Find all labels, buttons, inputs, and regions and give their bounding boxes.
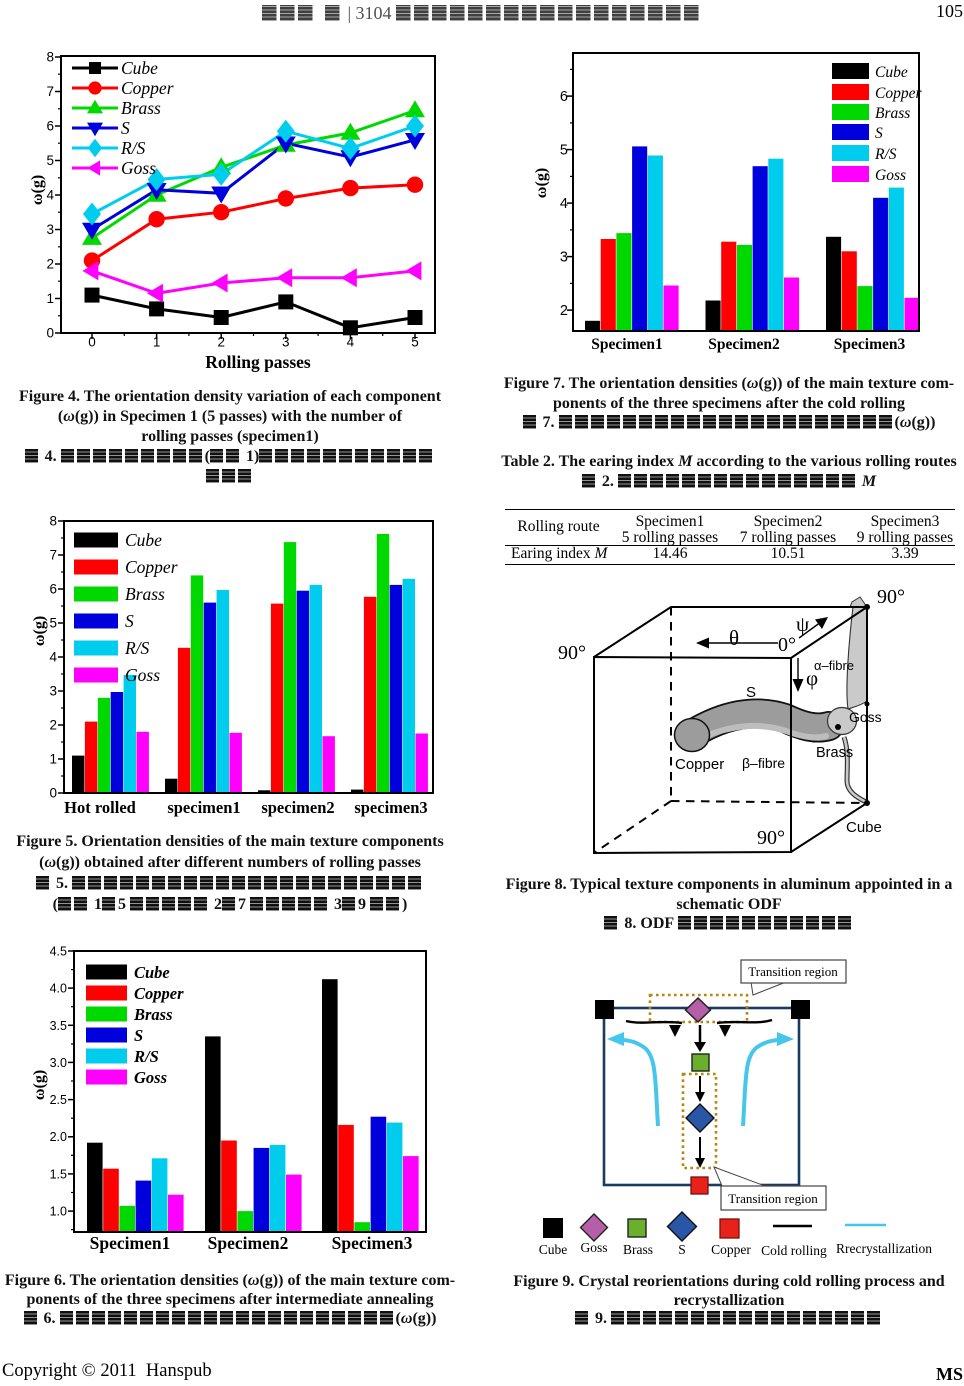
- svg-text:0: 0: [88, 335, 96, 350]
- svg-text:Brass: Brass: [623, 1242, 653, 1257]
- svg-text:S: S: [678, 1242, 686, 1257]
- svg-text:Rrecrystallization: Rrecrystallization: [836, 1241, 932, 1256]
- svg-text:1.5: 1.5: [50, 1167, 67, 1181]
- svg-text:Cube: Cube: [121, 58, 158, 78]
- svg-text:ω(g): ω(g): [31, 1070, 48, 1100]
- svg-text:4: 4: [49, 650, 57, 665]
- svg-text:0°: 0°: [778, 634, 796, 656]
- svg-text:Brass: Brass: [816, 745, 853, 761]
- svg-text:Copper: Copper: [711, 1242, 751, 1257]
- svg-text:5: 5: [560, 143, 568, 159]
- svg-text:Brass: Brass: [133, 1005, 173, 1024]
- svg-text:2.0: 2.0: [50, 1130, 67, 1144]
- svg-text:S: S: [121, 118, 130, 138]
- svg-text:R/S: R/S: [124, 638, 150, 658]
- svg-text:1: 1: [49, 752, 57, 767]
- svg-text:Cube: Cube: [134, 963, 170, 982]
- svg-text:2: 2: [560, 303, 568, 319]
- svg-text:1: 1: [153, 335, 161, 350]
- svg-text:2.5: 2.5: [50, 1093, 67, 1107]
- svg-text:4: 4: [347, 335, 355, 350]
- svg-text:Specimen3: Specimen3: [332, 1233, 413, 1253]
- svg-text:β–fibre: β–fibre: [742, 755, 785, 771]
- svg-text:6: 6: [49, 582, 57, 597]
- svg-text:Goss: Goss: [134, 1068, 167, 1087]
- svg-text:Transition region: Transition region: [728, 1191, 818, 1206]
- svg-text:specimen1: specimen1: [167, 798, 240, 817]
- svg-text:S: S: [134, 1026, 143, 1045]
- svg-text:4.0: 4.0: [50, 982, 67, 996]
- svg-text:Transition region: Transition region: [748, 964, 838, 979]
- svg-text:5: 5: [46, 153, 54, 168]
- svg-text:Copper: Copper: [125, 557, 178, 577]
- svg-text:4: 4: [46, 188, 54, 203]
- svg-text:Cold rolling: Cold rolling: [761, 1243, 827, 1258]
- svg-text:8: 8: [46, 50, 54, 65]
- svg-text:1: 1: [46, 291, 54, 306]
- svg-text:R/S: R/S: [120, 138, 146, 158]
- svg-text:α–fibre: α–fibre: [814, 658, 854, 673]
- svg-text:5: 5: [49, 616, 57, 631]
- svg-text:Specimen2: Specimen2: [208, 1233, 289, 1253]
- svg-text:Specimen3: Specimen3: [834, 336, 906, 353]
- svg-text:7: 7: [46, 84, 54, 99]
- svg-text:Cube: Cube: [125, 530, 162, 550]
- svg-text:specimen2: specimen2: [261, 798, 334, 817]
- svg-text:Goss: Goss: [875, 167, 906, 184]
- svg-text:4.5: 4.5: [50, 945, 67, 959]
- svg-text:Brass: Brass: [875, 105, 910, 122]
- svg-text:Cube: Cube: [875, 64, 908, 81]
- svg-text:R/S: R/S: [133, 1047, 159, 1066]
- svg-text:4: 4: [560, 196, 568, 212]
- svg-text:Copper: Copper: [875, 85, 922, 102]
- svg-text:Brass: Brass: [121, 98, 161, 118]
- svg-text:90°: 90°: [757, 827, 785, 849]
- svg-text:S: S: [875, 125, 883, 142]
- svg-text:90°: 90°: [558, 642, 586, 664]
- svg-text:Goss: Goss: [125, 665, 160, 685]
- svg-text:Goss: Goss: [121, 158, 156, 178]
- svg-text:S: S: [125, 611, 134, 631]
- svg-text:6: 6: [46, 119, 54, 134]
- svg-text:3: 3: [46, 222, 54, 237]
- svg-text:3.5: 3.5: [50, 1019, 67, 1033]
- svg-text:0: 0: [49, 786, 57, 801]
- svg-text:θ: θ: [729, 626, 739, 650]
- svg-text:ω(g): ω(g): [31, 616, 48, 646]
- svg-text:3.0: 3.0: [50, 1056, 67, 1070]
- svg-text:5: 5: [411, 335, 419, 350]
- svg-text:φ: φ: [806, 666, 818, 690]
- svg-text:7: 7: [49, 548, 57, 563]
- svg-text:Hot rolled: Hot rolled: [64, 798, 136, 817]
- svg-text:Brass: Brass: [125, 584, 165, 604]
- svg-text:Copper: Copper: [675, 756, 724, 773]
- svg-text:Rolling passes: Rolling passes: [205, 352, 311, 372]
- svg-text:Copper: Copper: [134, 984, 184, 1003]
- svg-text:Goss: Goss: [580, 1240, 607, 1255]
- svg-text:6: 6: [560, 89, 568, 105]
- svg-text:8: 8: [49, 514, 57, 529]
- svg-text:S: S: [746, 684, 756, 701]
- svg-text:Goss: Goss: [849, 709, 882, 725]
- svg-text:0: 0: [46, 326, 54, 341]
- svg-text:2: 2: [217, 335, 225, 350]
- svg-text:Specimen1: Specimen1: [90, 1233, 171, 1253]
- svg-text:3: 3: [49, 684, 57, 699]
- svg-text:R/S: R/S: [874, 146, 897, 163]
- svg-text:2: 2: [49, 718, 57, 733]
- svg-text:Specimen1: Specimen1: [591, 336, 662, 353]
- svg-text:specimen3: specimen3: [354, 798, 427, 817]
- svg-text:90°: 90°: [877, 586, 905, 608]
- svg-text:3: 3: [560, 250, 568, 266]
- svg-text:Cube: Cube: [539, 1242, 568, 1257]
- svg-text:2: 2: [46, 257, 54, 272]
- svg-text:Cube: Cube: [846, 819, 882, 836]
- svg-text:Copper: Copper: [121, 78, 174, 98]
- svg-text:3: 3: [282, 335, 290, 350]
- svg-text:1.0: 1.0: [50, 1205, 67, 1219]
- svg-text:ω(g): ω(g): [533, 168, 550, 198]
- svg-text:Specimen2: Specimen2: [708, 336, 780, 353]
- svg-text:ω(g): ω(g): [30, 175, 46, 205]
- svg-text:ψ: ψ: [796, 612, 809, 636]
